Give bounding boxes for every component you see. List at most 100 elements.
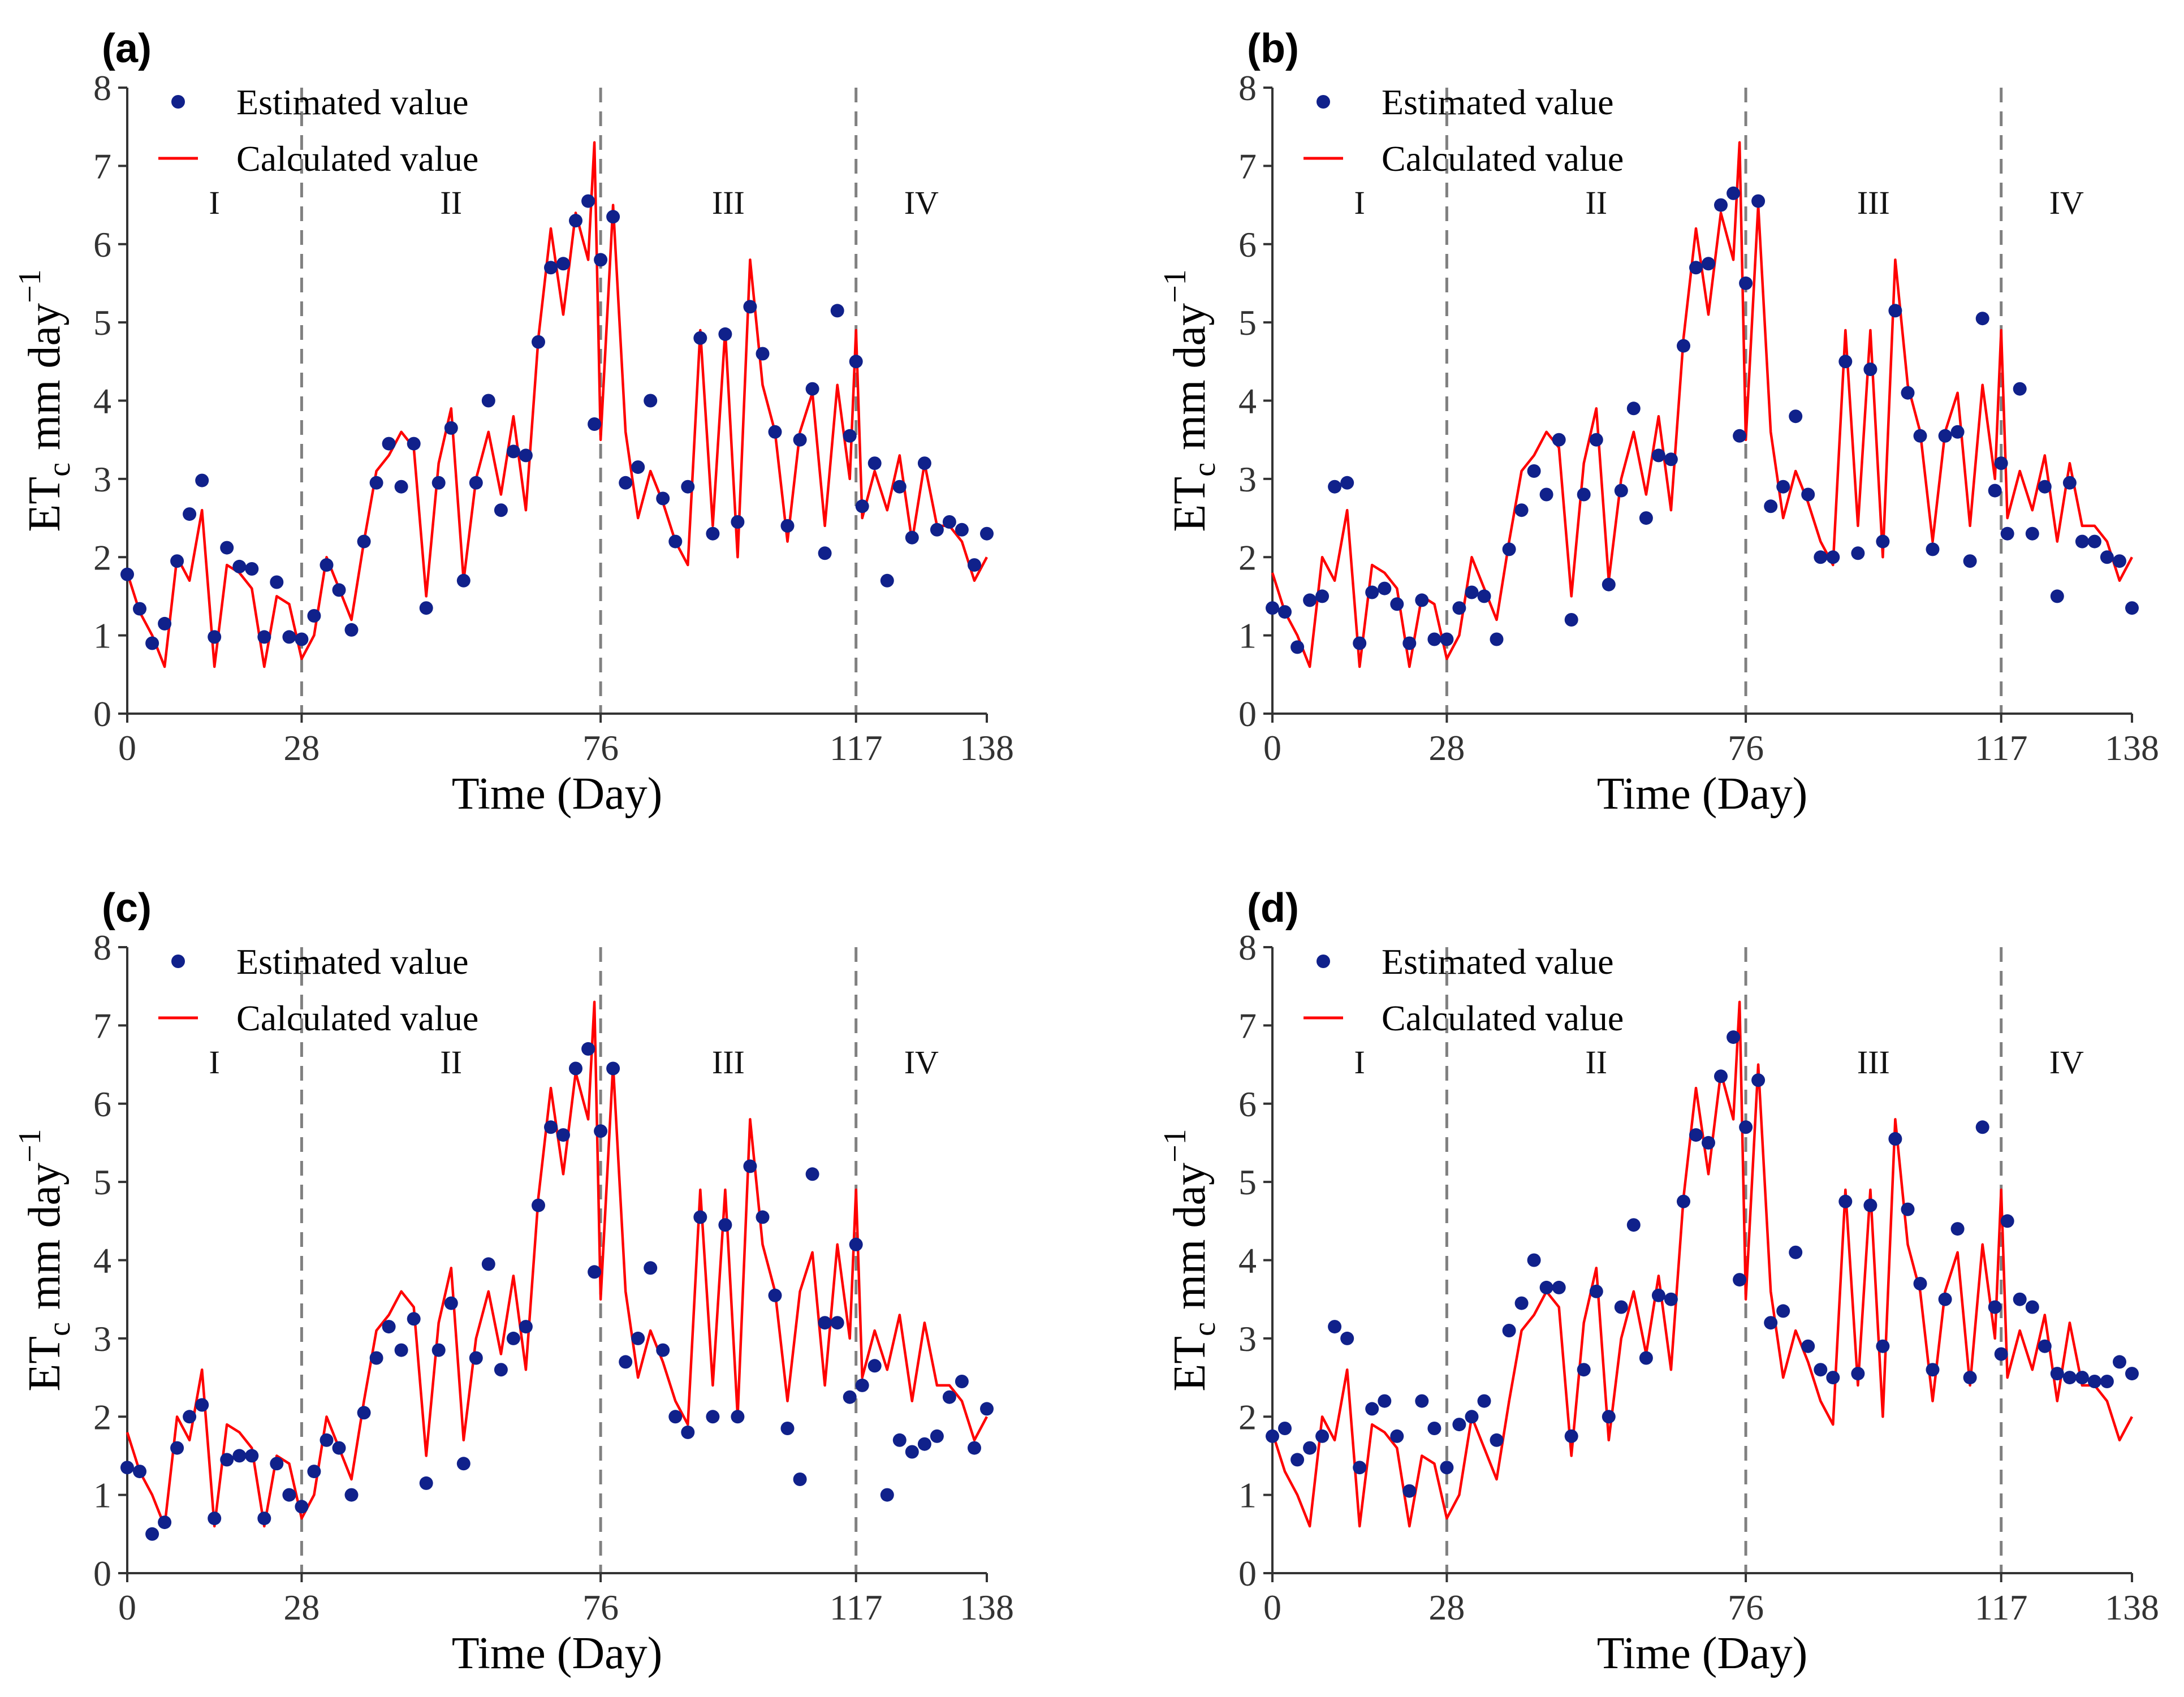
- estimated-value-point: [2025, 1300, 2039, 1314]
- estimated-value-point: [843, 1390, 857, 1404]
- estimated-value-point: [1378, 1394, 1392, 1408]
- estimated-value-point: [369, 1351, 383, 1365]
- estimated-value-point: [1677, 339, 1690, 353]
- y-axis-title-base: ET: [20, 477, 70, 532]
- estimated-value-point: [1477, 589, 1491, 603]
- estimated-value-point: [581, 1042, 595, 1056]
- estimated-value-point: [183, 507, 197, 521]
- estimated-value-point: [1776, 480, 1790, 494]
- estimated-value-point: [756, 1210, 770, 1224]
- y-tick-label: 5: [93, 1162, 111, 1202]
- estimated-value-point: [1552, 1280, 1566, 1294]
- estimated-value-point: [1602, 1410, 1616, 1424]
- y-tick-label: 6: [93, 224, 111, 265]
- estimated-value-point: [444, 1296, 458, 1310]
- estimated-value-point: [818, 1316, 832, 1330]
- y-tick-label: 1: [93, 1475, 111, 1515]
- y-tick-label: 5: [1238, 303, 1257, 343]
- calculated-value-line: [1271, 141, 2133, 668]
- estimated-value-point: [980, 526, 994, 541]
- estimated-value-point: [270, 1457, 284, 1471]
- estimated-value-point: [1702, 257, 1715, 271]
- stage-label: I: [1354, 1044, 1365, 1081]
- estimated-value-point: [195, 1398, 209, 1412]
- estimated-value-point: [1415, 1394, 1429, 1408]
- estimated-value-point: [1490, 632, 1504, 646]
- estimated-value-point: [1888, 304, 1902, 318]
- estimated-value-point: [1664, 452, 1678, 467]
- estimated-value-point: [1527, 1253, 1541, 1267]
- estimated-value-point: [656, 491, 670, 506]
- stage-label: I: [209, 184, 220, 221]
- estimated-value-point: [619, 476, 633, 490]
- estimated-value-point: [1926, 1363, 1940, 1377]
- stage-label: II: [1585, 184, 1607, 221]
- estimated-value-point: [1789, 409, 1803, 424]
- x-tick-label: 0: [1263, 1587, 1281, 1627]
- y-axis-title-subscript: c: [1187, 463, 1222, 477]
- estimated-value-point: [1863, 362, 1877, 377]
- estimated-value-point: [232, 1449, 247, 1463]
- estimated-value-point: [344, 623, 359, 637]
- estimated-value-point: [644, 394, 658, 408]
- estimated-value-point: [955, 1375, 969, 1388]
- estimated-value-point: [245, 562, 259, 576]
- x-tick-label: 138: [960, 728, 1014, 768]
- estimated-value-point: [183, 1410, 197, 1424]
- estimated-value-point: [1328, 1320, 1342, 1334]
- estimated-value-point: [344, 1488, 359, 1502]
- estimated-value-point: [1577, 487, 1591, 502]
- estimated-value-point: [1527, 464, 1541, 478]
- y-tick-label: 6: [1238, 224, 1257, 265]
- estimated-value-point: [1851, 546, 1865, 560]
- estimated-value-point: [1913, 1277, 1927, 1290]
- estimated-value-point: [369, 476, 383, 490]
- estimated-value-point: [270, 575, 284, 589]
- estimated-value-point: [2125, 1367, 2139, 1381]
- estimated-value-point: [867, 456, 882, 470]
- estimated-value-point: [1290, 1453, 1305, 1467]
- estimated-value-point: [1739, 276, 1753, 290]
- estimated-value-point: [980, 1402, 994, 1416]
- estimated-value-point: [706, 526, 720, 541]
- estimated-value-point: [1303, 593, 1317, 607]
- estimated-value-point: [394, 1343, 408, 1357]
- estimated-value-point: [208, 1512, 222, 1526]
- estimated-value-point: [456, 1457, 471, 1471]
- x-tick-label: 117: [1975, 1587, 2028, 1627]
- estimated-value-point: [656, 1343, 670, 1357]
- x-tick-label: 28: [283, 728, 320, 768]
- estimated-value-point: [1677, 1194, 1690, 1208]
- estimated-value-point: [2038, 1339, 2052, 1353]
- y-tick-label: 0: [93, 694, 111, 734]
- estimated-value-point: [1826, 1371, 1840, 1385]
- y-tick-label: 5: [1238, 1162, 1257, 1202]
- x-axis-title: Time (Day): [452, 769, 663, 819]
- estimated-value-point: [631, 1331, 645, 1345]
- estimated-value-point: [1863, 1198, 1877, 1212]
- stage-label: III: [712, 1044, 745, 1081]
- estimated-value-point: [1502, 1324, 1516, 1337]
- x-tick-label: 138: [960, 1587, 1014, 1627]
- estimated-value-point: [706, 1410, 720, 1424]
- x-tick-label: 138: [2105, 728, 2159, 768]
- estimated-value-point: [756, 347, 770, 361]
- estimated-value-point: [917, 1437, 931, 1451]
- estimated-value-point: [793, 1473, 807, 1486]
- y-tick-label: 7: [93, 146, 111, 186]
- estimated-value-point: [1340, 1331, 1354, 1345]
- x-tick-label: 138: [2105, 1587, 2159, 1627]
- estimated-value-point: [581, 194, 595, 208]
- estimated-value-point: [1963, 1371, 1977, 1385]
- stage-label: II: [440, 184, 462, 221]
- estimated-value-point: [1514, 503, 1529, 517]
- estimated-value-point: [2000, 1214, 2014, 1228]
- legend-calculated-label: Calculated value: [1382, 998, 1624, 1038]
- estimated-value-point: [506, 1331, 520, 1345]
- estimated-value-point: [2050, 589, 2064, 603]
- estimated-value-point: [145, 1527, 159, 1541]
- estimated-value-point: [1651, 1288, 1665, 1302]
